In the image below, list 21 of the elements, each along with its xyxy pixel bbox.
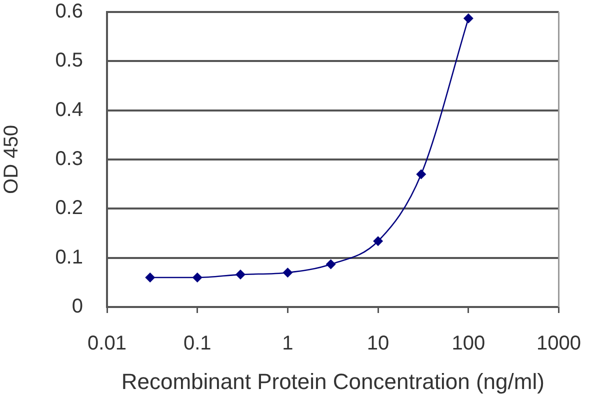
x-tick-label: 1000 <box>536 332 582 355</box>
x-axis-title: Recombinant Protein Concentration (ng/ml) <box>121 368 544 394</box>
x-tick-label: 10 <box>366 332 390 355</box>
x-tick-label: 0.1 <box>183 332 212 355</box>
point <box>463 13 474 24</box>
point <box>373 236 384 246</box>
y-tick-label: 0.5 <box>55 50 83 72</box>
y-tick-label: 0 <box>72 296 83 318</box>
point <box>282 268 293 278</box>
y-tick-label: 0.2 <box>55 197 83 220</box>
y-tick-label: 0.4 <box>55 98 83 121</box>
point <box>326 259 336 270</box>
x-tick-label: 1 <box>282 332 294 355</box>
x-tick-label: 0.01 <box>88 332 126 355</box>
y-tick-label: 0.1 <box>55 246 83 268</box>
y-axis-title: OD 450 <box>0 125 23 194</box>
point <box>235 270 246 280</box>
y-tick-label: 0.6 <box>55 0 83 23</box>
x-tick-label: 100 <box>452 332 486 355</box>
y-tick-label: 0.3 <box>55 148 83 170</box>
point <box>145 272 156 282</box>
